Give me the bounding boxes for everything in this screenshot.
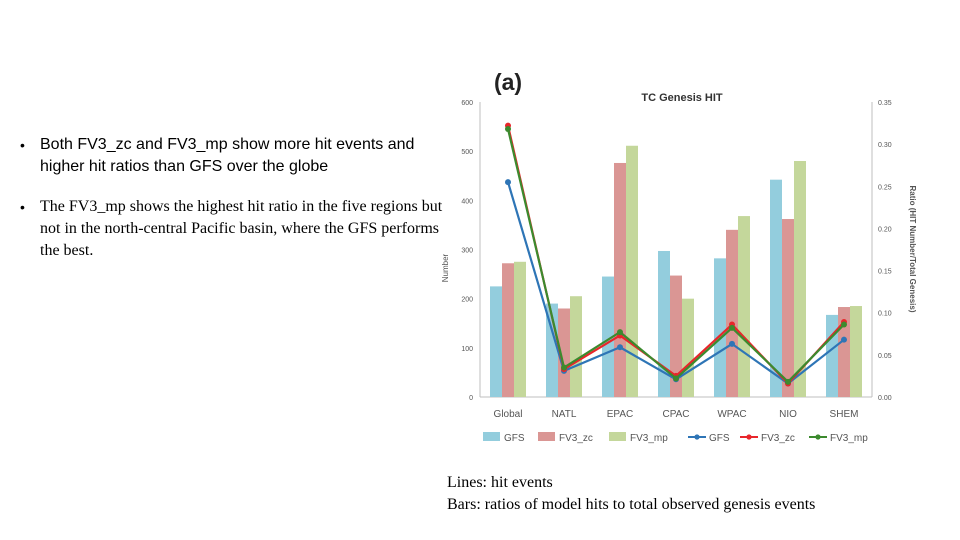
bar-fv3-mp bbox=[514, 261, 526, 397]
x-tick-label: NIO bbox=[779, 409, 797, 420]
point-gfs bbox=[617, 344, 623, 351]
point-fv3-mp bbox=[841, 321, 847, 328]
legend-label: FV3_zc bbox=[761, 433, 795, 444]
bar-gfs bbox=[826, 314, 838, 397]
x-tick-label: EPAC bbox=[607, 409, 634, 420]
y2-tick-label: 0.00 bbox=[878, 395, 892, 402]
bullet-item: • Both FV3_zc and FV3_mp show more hit e… bbox=[18, 134, 448, 178]
chart-caption: Lines: hit events Bars: ratios of model … bbox=[447, 472, 815, 516]
bullet-list: • Both FV3_zc and FV3_mp show more hit e… bbox=[18, 134, 448, 262]
panel-label: (a) bbox=[494, 69, 522, 95]
x-tick-label: Global bbox=[494, 409, 523, 420]
legend-swatch bbox=[483, 432, 500, 441]
point-fv3-mp bbox=[561, 364, 567, 371]
y2-tick-label: 0.05 bbox=[878, 353, 892, 360]
bar-fv3-zc bbox=[726, 229, 738, 397]
bar-fv3-zc bbox=[782, 219, 794, 397]
bar-fv3-mp bbox=[626, 145, 638, 397]
point-fv3-mp bbox=[729, 324, 735, 331]
y-axis-title: Number bbox=[441, 253, 450, 282]
caption-lines-note: Lines: hit events bbox=[447, 474, 553, 491]
x-tick-label: NATL bbox=[552, 409, 577, 420]
y2-tick-label: 0.20 bbox=[878, 226, 892, 233]
y2-axis-title: Ratio (HIT Number/Total Genesis) bbox=[908, 186, 917, 313]
legend-swatch bbox=[538, 432, 555, 441]
bar-gfs bbox=[714, 258, 726, 397]
y-tick-label: 500 bbox=[461, 149, 473, 156]
point-fv3-mp bbox=[785, 378, 791, 385]
chart-title: TC Genesis HIT bbox=[641, 92, 723, 104]
bar-gfs bbox=[602, 276, 614, 397]
bullet-dot: • bbox=[20, 137, 25, 153]
y2-tick-label: 0.35 bbox=[878, 100, 892, 107]
legend-label: FV3_mp bbox=[830, 433, 868, 444]
caption-bars-note: Bars: ratios of model hits to total obse… bbox=[447, 496, 816, 513]
bar-fv3-mp bbox=[570, 296, 582, 397]
point-gfs bbox=[729, 340, 735, 347]
point-fv3-mp bbox=[673, 375, 679, 382]
bar-fv3-zc bbox=[838, 307, 850, 397]
y2-tick-label: 0.25 bbox=[878, 184, 892, 191]
bar-fv3-mp bbox=[794, 161, 806, 397]
bar-fv3-zc bbox=[502, 263, 514, 397]
bar-fv3-zc bbox=[614, 162, 626, 397]
y-tick-label: 100 bbox=[461, 346, 473, 353]
x-tick-label: CPAC bbox=[662, 409, 689, 420]
y-tick-label: 400 bbox=[461, 198, 473, 205]
y-tick-label: 0 bbox=[469, 395, 473, 402]
legend-swatch bbox=[609, 432, 626, 441]
point-fv3-mp bbox=[505, 125, 511, 132]
bullet-text: The FV3_mp shows the highest hit ratio i… bbox=[40, 198, 443, 259]
bar-gfs bbox=[770, 179, 782, 397]
legend-marker bbox=[694, 434, 700, 440]
x-tick-label: WPAC bbox=[717, 409, 746, 420]
y-tick-label: 300 bbox=[461, 248, 473, 255]
bullet-dot: • bbox=[20, 199, 25, 215]
y-tick-label: 600 bbox=[461, 100, 473, 107]
y2-tick-label: 0.15 bbox=[878, 269, 892, 276]
legend-marker bbox=[746, 434, 752, 440]
x-tick-label: SHEM bbox=[830, 409, 859, 420]
point-gfs bbox=[505, 179, 511, 186]
y2-tick-label: 0.10 bbox=[878, 311, 892, 318]
bullet-item: • The FV3_mp shows the highest hit ratio… bbox=[18, 196, 448, 262]
y2-tick-label: 0.30 bbox=[878, 142, 892, 149]
point-gfs bbox=[841, 336, 847, 343]
legend-label: GFS bbox=[504, 433, 525, 444]
legend-label: FV3_mp bbox=[630, 433, 668, 444]
bar-fv3-zc bbox=[558, 308, 570, 397]
legend-marker bbox=[815, 434, 821, 440]
bullet-text: Both FV3_zc and FV3_mp show more hit eve… bbox=[40, 136, 415, 175]
legend-label: FV3_zc bbox=[559, 433, 593, 444]
y-tick-label: 200 bbox=[461, 297, 473, 304]
legend-label: GFS bbox=[709, 433, 730, 444]
bar-gfs bbox=[490, 286, 502, 397]
point-fv3-mp bbox=[617, 329, 623, 336]
bar-fv3-zc bbox=[670, 275, 682, 397]
bar-fv3-mp bbox=[682, 298, 694, 397]
bar-gfs bbox=[658, 250, 670, 397]
bar-fv3-mp bbox=[738, 216, 750, 397]
bar-fv3-mp bbox=[850, 306, 862, 397]
